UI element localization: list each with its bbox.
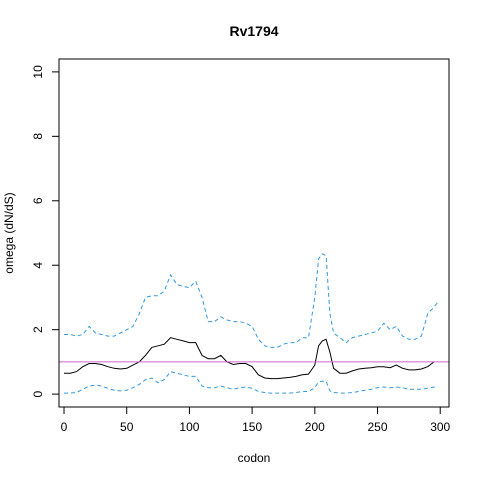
x-axis-label: codon [238, 451, 271, 465]
series-line-upper [64, 253, 439, 348]
y-tick-label: 4 [31, 262, 45, 269]
plot-frame [58, 58, 450, 408]
y-tick-label: 2 [31, 326, 45, 333]
chart-title: Rv1794 [229, 23, 278, 39]
series-line-lower [64, 371, 438, 394]
x-tick-label: 300 [430, 420, 450, 434]
plot-area [59, 253, 449, 394]
x-tick-label: 150 [242, 420, 262, 434]
x-tick-label: 250 [368, 420, 388, 434]
y-axis-label: omega (dN/dS) [2, 192, 16, 273]
y-tick-label: 6 [31, 197, 45, 204]
x-tick-label: 0 [61, 420, 68, 434]
y-tick-label: 0 [31, 390, 45, 397]
x-tick-label: 50 [120, 420, 134, 434]
x-tick-label: 200 [305, 420, 325, 434]
y-tick-label: 8 [31, 133, 45, 140]
x-tick-label: 100 [179, 420, 199, 434]
y-tick-label: 10 [31, 65, 45, 79]
series-line-mean [64, 337, 435, 380]
